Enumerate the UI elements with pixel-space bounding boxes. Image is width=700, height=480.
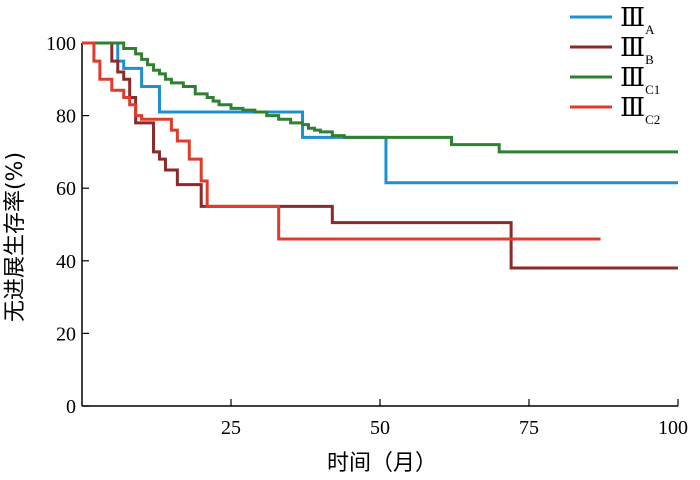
legend-label-sub: C1 — [645, 82, 660, 97]
legend-label-c1: ⅢC1 — [620, 63, 660, 97]
legend-label-b: ⅢB — [620, 33, 654, 67]
y-tick-label: 60 — [56, 178, 76, 200]
legend-label-main: Ⅲ — [620, 3, 645, 32]
y-tick-label: 80 — [56, 106, 76, 128]
axes: 0 20 40 60 80 100 25 50 75 100 — [46, 33, 688, 439]
legend-label-main: Ⅲ — [620, 93, 645, 122]
x-axis-title: 时间（月） — [327, 451, 437, 476]
legend-label-sub: A — [645, 22, 655, 37]
y-axis-title: 无进展生存率(%) — [3, 152, 28, 322]
y-tick-label: 100 — [46, 33, 76, 55]
y-tick-label: 0 — [66, 396, 76, 418]
legend-label-a: ⅢA — [620, 3, 655, 37]
y-tick-label: 20 — [56, 323, 76, 345]
legend-label-main: Ⅲ — [620, 33, 645, 62]
legend-label-c2: ⅢC2 — [620, 93, 660, 127]
legend-label-sub: B — [645, 52, 654, 67]
series-line-c1 — [82, 41, 678, 154]
x-tick-label: 25 — [221, 417, 241, 439]
legend-label-sub: C2 — [645, 112, 660, 127]
y-tick-label: 40 — [56, 251, 76, 273]
series-line-a — [82, 41, 678, 185]
legend-label-main: Ⅲ — [620, 63, 645, 92]
series-layer — [82, 41, 678, 270]
x-tick-label: 50 — [370, 417, 390, 439]
x-tick-label: 100 — [658, 417, 688, 439]
x-tick-label: 75 — [519, 417, 539, 439]
series-line-c2 — [82, 41, 601, 241]
series-line-b — [82, 41, 678, 270]
